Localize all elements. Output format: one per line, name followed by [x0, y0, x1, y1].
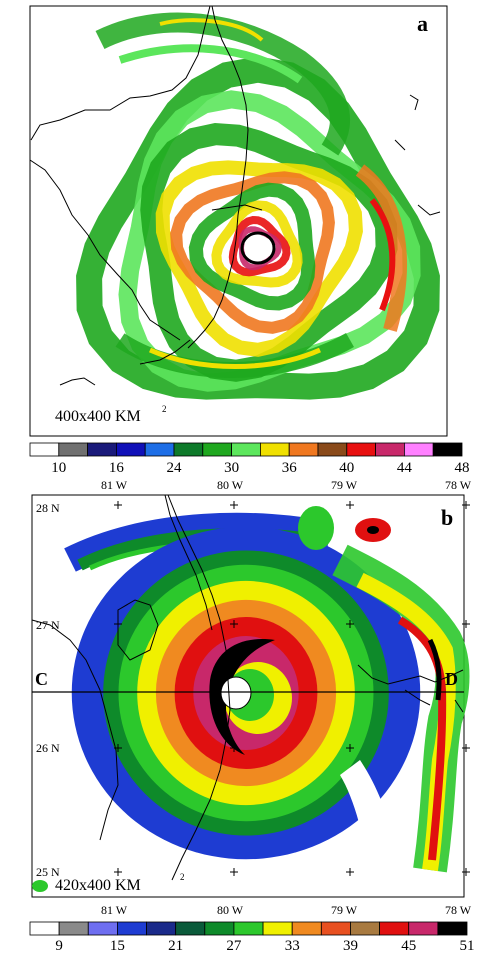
colorbar-a-tick-label: 48 — [455, 460, 470, 476]
convective-cell — [298, 506, 334, 550]
colorbar-a-tick-label: 16 — [109, 460, 125, 476]
colorbar-a-tick-label: 30 — [224, 460, 239, 476]
colorbar-a-swatch — [403, 442, 434, 457]
coastline-a — [29, 5, 441, 386]
grid-crosses-b — [114, 501, 470, 876]
spiral-arm — [118, 44, 303, 84]
no-echo-region — [340, 760, 400, 880]
spiral-arm — [397, 616, 447, 861]
convective-cell — [32, 880, 48, 892]
colorbar-b-swatch — [58, 921, 89, 936]
colorbar-b-tick-label: 51 — [460, 938, 475, 954]
panel-a: a 400x400 KM 2 — [29, 5, 448, 437]
panel-b-scale-label: 420x400 KM — [55, 877, 141, 894]
colorbar-b: 9 15 21 27 33 39 45 51 — [29, 921, 475, 954]
colorbar-b-tick-label: 9 — [55, 938, 63, 954]
lon-label-top-78w: 78 W — [445, 478, 472, 492]
eyewall — [240, 231, 276, 265]
colorbar-a-swatch — [317, 442, 348, 457]
colorbar-b-swatch — [408, 921, 439, 936]
colorbar-a-swatch — [259, 442, 290, 457]
cross-section-start-label: C — [35, 669, 48, 689]
spiral-arm — [95, 12, 350, 156]
lat-label-25n: 25 N — [36, 865, 60, 879]
colorbar-b-swatch — [29, 921, 60, 936]
colorbar-a-swatch — [346, 442, 376, 457]
colorbar-b-tick-label: 15 — [110, 938, 125, 954]
colorbar-a-swatch — [144, 442, 175, 457]
lon-label-bottom-78w: 78 W — [445, 903, 472, 917]
eyewall-max — [209, 639, 275, 755]
colorbar-b-swatch — [320, 921, 351, 936]
colorbar-a-tick-label: 10 — [51, 460, 66, 476]
lon-label-bottom-79w: 79 W — [331, 903, 358, 917]
colorbar-a-swatch — [202, 442, 233, 457]
radar-reflectivity-a — [76, 12, 440, 400]
colorbar-b-swatch — [87, 921, 118, 936]
lon-label-bottom-81w: 81 W — [101, 903, 128, 917]
colorbar-a-swatch — [375, 442, 405, 457]
colorbar-a-swatch — [432, 442, 463, 457]
hurricane-eye — [220, 676, 252, 710]
lat-label-28n: 28 N — [36, 501, 60, 515]
colorbar-b-swatch — [379, 921, 410, 936]
spiral-arm — [115, 333, 354, 378]
colorbar-b-swatch — [350, 921, 381, 936]
panel-a-scale-label: 400x400 KM — [55, 408, 141, 425]
colorbar-a-swatch — [288, 442, 319, 457]
colorbar-a-swatch — [87, 442, 117, 457]
rain-band — [188, 182, 316, 311]
colorbar-a-swatch — [231, 442, 261, 457]
rain-band — [170, 171, 335, 334]
colorbar-a-swatch — [29, 442, 60, 457]
colorbar-b-swatch — [117, 921, 147, 936]
rain-band — [211, 200, 303, 288]
colorbar-b-tick-label: 45 — [401, 938, 416, 954]
lon-label-top-80w: 80 W — [217, 478, 244, 492]
colorbar-b-tick-label: 27 — [226, 938, 242, 954]
colorbar-a-swatch — [116, 442, 146, 457]
spiral-arm — [427, 638, 442, 701]
colorbar-a-swatch — [173, 442, 204, 457]
hurricane-eye — [244, 235, 272, 261]
panel-b-letter: b — [441, 505, 453, 530]
rain-band — [140, 123, 398, 382]
spiral-arm — [148, 347, 322, 369]
spiral-arm — [355, 164, 407, 332]
colorbar-a: 10 16 24 30 36 40 44 48 — [29, 442, 470, 476]
cross-section-end-label: D — [445, 669, 458, 689]
colorbar-b-swatch — [262, 921, 293, 936]
colorbar-a-tick-label: 40 — [339, 460, 354, 476]
lat-label-27n: 27 N — [36, 618, 60, 632]
rain-band — [155, 160, 363, 357]
lat-label-26n: 26 N — [36, 741, 60, 755]
colorbar-b-swatch — [204, 921, 235, 936]
spiral-arm — [369, 198, 396, 312]
panel-b: C D b 420x400 KM 2 81 W 80 W 79 W 78 W 8… — [31, 478, 472, 917]
colorbar-a-tick-label: 36 — [282, 460, 298, 476]
no-echo-region — [40, 760, 100, 840]
spiral-arm — [159, 18, 264, 42]
colorbar-a-tick-label: 24 — [167, 460, 183, 476]
lon-label-top-79w: 79 W — [331, 478, 358, 492]
panel-a-letter: a — [417, 11, 428, 36]
colorbar-b-tick-label: 33 — [285, 938, 300, 954]
lon-label-top-81w: 81 W — [101, 478, 128, 492]
colorbar-a-swatch — [58, 442, 88, 457]
colorbar-b-swatch — [233, 921, 264, 936]
colorbar-b-tick-label: 39 — [343, 938, 358, 954]
radar-reflectivity-b — [32, 506, 470, 892]
colorbar-b-tick-label: 21 — [168, 938, 183, 954]
colorbar-b-swatch — [437, 921, 468, 936]
colorbar-b-swatch — [175, 921, 206, 936]
panel-b-scale-sup: 2 — [180, 872, 185, 882]
colorbar-a-tick-label: 44 — [397, 460, 413, 476]
panel-a-scale-sup: 2 — [162, 404, 167, 414]
colorbar-b-swatch — [146, 921, 177, 936]
colorbar-b-swatch — [291, 921, 322, 936]
convective-cell — [367, 526, 379, 534]
lon-label-bottom-80w: 80 W — [217, 903, 244, 917]
coastline-b — [31, 494, 464, 881]
